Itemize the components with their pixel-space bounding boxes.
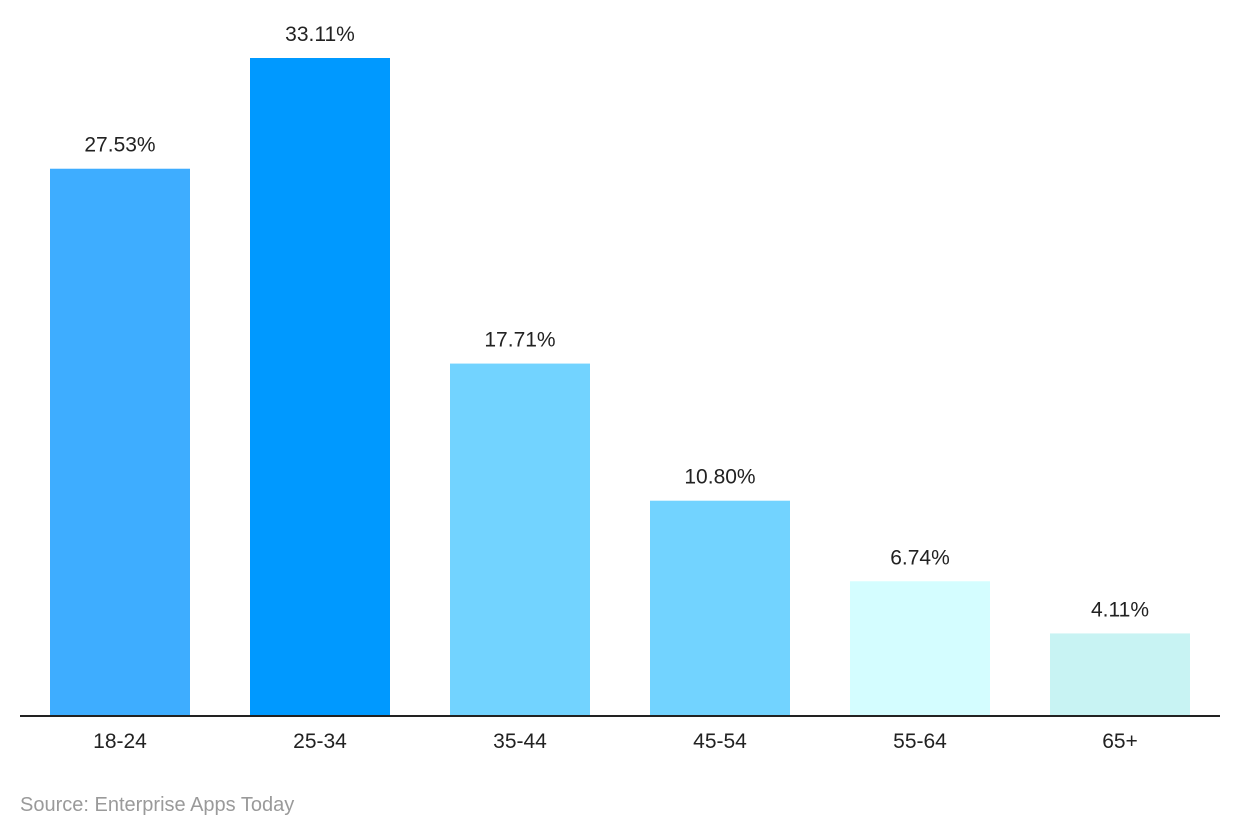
x-tick-label-25-34: 25-34 [293,730,347,753]
x-tick-label-55-64: 55-64 [893,730,947,753]
bar-45-54 [650,500,790,715]
bar-55-64 [850,581,990,715]
bar-18-24 [50,168,190,716]
bar-25-34 [250,58,390,715]
x-tick-label-35-44: 35-44 [493,730,547,753]
value-label-45-54: 10.80% [684,466,755,489]
bar-35-44 [450,363,590,715]
value-label-18-24: 27.53% [84,134,155,157]
value-label-65+: 4.11% [1091,598,1149,621]
bar-65+ [1050,633,1190,715]
x-tick-labels-group: 18-24 25-34 35-44 45-54 55-64 65+ [93,730,1138,753]
value-label-55-64: 6.74% [890,546,950,569]
x-tick-label-45-54: 45-54 [693,730,747,753]
value-label-25-34: 33.11% [285,23,355,46]
bars-group [50,58,1190,716]
source-note: Source: Enterprise Apps Today [20,794,295,816]
value-labels-group: 27.53% 33.11% 17.71% 10.80% 6.74% 4.11% [84,23,1149,621]
x-tick-label-65+: 65+ [1102,730,1138,753]
x-tick-label-18-24: 18-24 [93,730,147,753]
value-label-35-44: 17.71% [484,329,555,352]
